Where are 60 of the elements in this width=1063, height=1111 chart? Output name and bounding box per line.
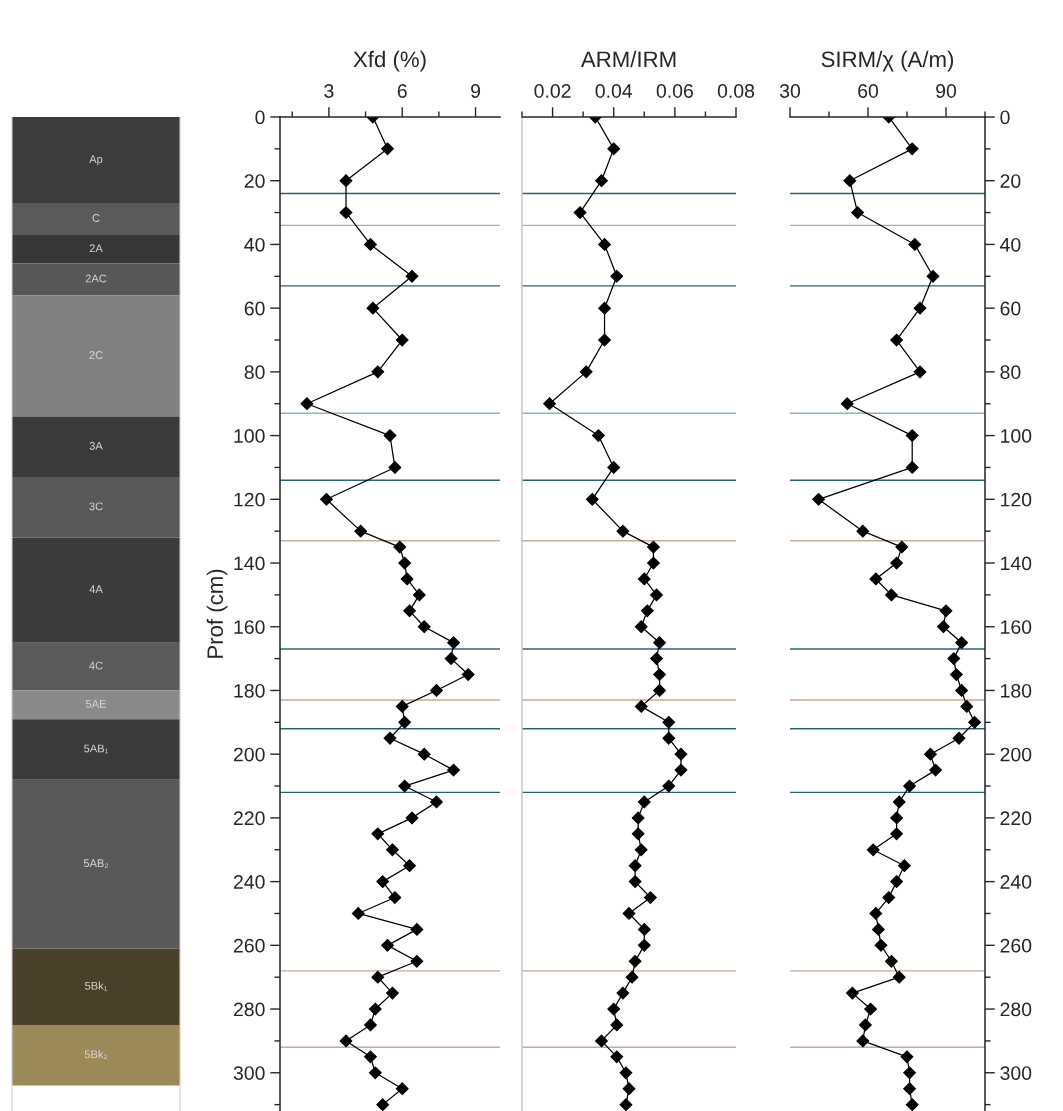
series-label: 4C <box>89 661 103 670</box>
y-tick-label: 100 <box>234 429 265 443</box>
series-label: 2AC <box>85 274 107 283</box>
series-label: 5AB₁ <box>84 744 109 754</box>
y-tick-label: 120 <box>234 492 265 507</box>
x-axis-title: SIRM/χ (A/m) <box>821 50 954 72</box>
y-tick-label: 260 <box>233 938 265 953</box>
x-tick-label: 60 <box>858 84 879 98</box>
y-tick-label: 0 <box>1000 110 1010 125</box>
y-tick-label: 120 <box>1001 492 1032 507</box>
y-tick-label: 260 <box>1000 938 1032 953</box>
y-tick-label: 80 <box>244 365 265 380</box>
series-label: 4A <box>89 585 103 593</box>
y-tick-label: 200 <box>233 747 265 762</box>
y-tick-label: 100 <box>1001 429 1032 443</box>
series-label: 5AB₂ <box>83 859 109 868</box>
x-axis-title: Xfd (%) <box>353 50 426 72</box>
x-tick-label: 6 <box>397 84 407 98</box>
y-tick-label: 200 <box>1000 747 1032 762</box>
x-tick-label: 9 <box>471 84 481 98</box>
x-tick-label: 0.08 <box>717 84 755 98</box>
y-tick-label: 180 <box>1001 683 1032 698</box>
y-tick-label: 60 <box>244 301 265 316</box>
series-label: 3C <box>89 502 103 511</box>
series-label: Ap <box>89 155 103 166</box>
series-label: 2A <box>89 244 103 253</box>
y-axis-title: Prof (cm) <box>206 569 228 658</box>
series-label: C <box>92 214 100 222</box>
series-label: 2C <box>89 351 103 359</box>
y-tick-label: 0 <box>255 110 265 125</box>
x-tick-label: 0.04 <box>595 84 633 98</box>
series-label: 3A <box>89 441 103 450</box>
x-axis-title: ARM/IRM <box>580 50 676 68</box>
y-tick-label: 40 <box>1000 237 1021 252</box>
y-tick-label: 40 <box>244 237 265 252</box>
y-tick-label: 300 <box>233 1066 265 1081</box>
y-tick-label: 280 <box>1000 1002 1032 1017</box>
y-tick-label: 160 <box>1001 620 1032 634</box>
y-tick-label: 140 <box>234 556 265 571</box>
y-tick-label: 80 <box>1000 365 1021 380</box>
y-tick-label: 220 <box>233 811 265 826</box>
y-tick-label: 180 <box>234 683 265 698</box>
y-tick-label: 140 <box>1001 556 1032 571</box>
y-tick-label: 240 <box>1000 875 1032 889</box>
y-tick-label: 60 <box>1000 301 1021 316</box>
y-tick-label: 220 <box>1000 811 1032 826</box>
series-label: 5Bk₁ <box>85 981 108 991</box>
y-tick-label: 20 <box>244 174 265 188</box>
x-tick-label: 30 <box>779 84 801 98</box>
x-tick-label: 3 <box>324 84 334 98</box>
x-tick-label: 0.02 <box>534 84 571 98</box>
y-tick-label: 160 <box>234 620 265 634</box>
y-tick-label: 20 <box>1000 174 1021 188</box>
y-tick-label: 240 <box>233 875 265 889</box>
x-tick-label: 90 <box>936 84 957 98</box>
series-label: 5Bk₂ <box>84 1050 108 1060</box>
y-tick-label: 280 <box>233 1002 265 1017</box>
x-tick-label: 0.06 <box>656 84 693 98</box>
y-tick-label: 300 <box>1000 1066 1032 1081</box>
series-label: 5AE <box>85 700 107 708</box>
